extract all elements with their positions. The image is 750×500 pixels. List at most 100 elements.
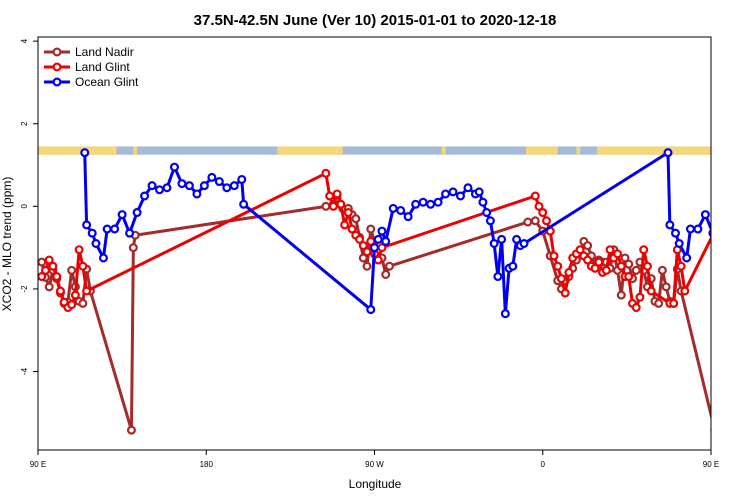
data-point-land-glint: [78, 261, 88, 271]
data-point-land-glint: [631, 303, 641, 313]
data-point-ocean-glint: [411, 199, 421, 209]
series-layer: [38, 148, 746, 435]
series-ocean-glint: [80, 148, 746, 319]
data-point-ocean-glint: [222, 183, 232, 193]
data-point-land-glint: [541, 216, 551, 226]
data-point-ocean-glint: [377, 226, 387, 236]
y-tick-label: -4: [20, 367, 29, 375]
y-tick-label: 4: [20, 38, 29, 43]
data-point-land-nadir: [715, 232, 722, 239]
data-point-ocean-glint: [199, 181, 209, 191]
legend-marker: [52, 62, 62, 72]
data-point-land-glint: [669, 298, 679, 308]
land-mask-band: [38, 146, 711, 155]
data-point-ocean-glint: [426, 199, 436, 209]
data-point-ocean-glint: [98, 253, 108, 263]
data-point-land-nadir: [624, 259, 634, 269]
data-point-land-glint: [538, 208, 548, 218]
data-point-ocean-glint: [685, 224, 695, 234]
data-point-ocean-glint: [519, 239, 529, 249]
data-point-ocean-glint: [717, 209, 724, 216]
data-point-land-nadir: [381, 269, 391, 279]
data-point-ocean-glint: [117, 210, 127, 220]
data-point-land-nadir: [78, 298, 88, 308]
legend-marker: [52, 47, 62, 57]
data-point-land-glint: [564, 267, 574, 277]
data-point-land-nadir: [358, 253, 368, 263]
data-point-land-glint: [321, 168, 331, 178]
data-point-land-glint: [55, 286, 65, 296]
data-point-ocean-glint: [700, 210, 710, 220]
data-point-land-glint: [635, 292, 645, 302]
data-point-land-glint: [325, 191, 335, 201]
data-point-ocean-glint: [478, 197, 488, 207]
data-point-ocean-glint: [91, 239, 101, 249]
data-point-land-glint: [530, 191, 540, 201]
data-point-ocean-glint: [512, 234, 522, 244]
data-point-land-glint: [366, 236, 376, 246]
data-point-land-glint: [534, 201, 544, 211]
data-point-land-glint: [355, 234, 365, 244]
data-point-land-glint: [575, 245, 585, 255]
data-point-ocean-glint: [663, 148, 673, 158]
data-point-land-nadir: [128, 243, 138, 253]
data-point-ocean-glint: [388, 203, 398, 213]
y-tick-label: 2: [20, 121, 29, 126]
data-point-ocean-glint: [239, 199, 249, 209]
x-axis-label: Longitude: [349, 477, 402, 491]
series-land-glint: [38, 168, 711, 313]
x-tick-label: 90 W: [365, 460, 384, 469]
data-point-ocean-glint: [192, 189, 202, 199]
data-point-land-glint: [549, 251, 559, 261]
data-point-ocean-glint: [110, 224, 120, 234]
data-point-land-glint: [74, 245, 84, 255]
data-point-ocean-glint: [169, 162, 179, 172]
data-point-ocean-glint: [373, 234, 383, 244]
data-point-land-glint: [82, 286, 92, 296]
data-point-ocean-glint: [132, 208, 142, 218]
data-point-ocean-glint: [463, 183, 473, 193]
data-point-ocean-glint: [403, 212, 413, 222]
data-point-land-nadir: [657, 265, 667, 275]
land-band-segment: [525, 146, 558, 155]
data-point-land-nadir: [583, 241, 593, 251]
data-point-land-nadir: [321, 201, 331, 211]
data-point-land-glint: [639, 245, 649, 255]
data-point-land-glint: [340, 220, 350, 230]
data-point-ocean-glint: [708, 229, 711, 238]
data-point-land-nadir: [616, 290, 626, 300]
data-point-land-glint: [646, 286, 656, 296]
data-point-ocean-glint: [693, 224, 703, 234]
x-tick-label: 90 E: [30, 460, 46, 469]
data-point-land-nadir: [384, 261, 394, 271]
data-point-land-nadir: [523, 217, 533, 227]
data-point-ocean-glint: [396, 205, 406, 215]
data-point-ocean-glint: [665, 220, 675, 230]
data-point-land-nadir: [126, 425, 136, 435]
data-point-land-nadir: [44, 282, 54, 292]
data-point-ocean-glint: [674, 239, 684, 249]
data-point-land-glint: [52, 272, 62, 282]
data-point-land-nadir: [631, 265, 641, 275]
data-point-land-glint: [40, 265, 50, 275]
land-band-segment: [596, 146, 711, 155]
land-band-segment: [38, 146, 117, 155]
data-point-land-glint: [44, 255, 54, 265]
data-point-ocean-glint: [214, 177, 224, 187]
data-point-ocean-glint: [739, 186, 746, 193]
data-point-ocean-glint: [184, 181, 194, 191]
y-axis: -4 -2 0 2 4: [20, 38, 38, 375]
data-point-land-nadir: [366, 224, 376, 234]
x-tick-label: 0: [541, 460, 546, 469]
data-point-ocean-glint: [724, 193, 731, 200]
data-point-land-glint: [676, 261, 686, 271]
data-point-ocean-glint: [207, 172, 217, 182]
legend-item-land-nadir: Land Nadir: [44, 45, 134, 59]
legend-marker: [52, 77, 62, 87]
data-point-land-glint: [605, 245, 615, 255]
y-axis-label: XCO2 - MLO trend (ppm): [0, 177, 14, 312]
data-point-ocean-glint: [485, 216, 495, 226]
data-point-land-nadir: [654, 298, 664, 308]
